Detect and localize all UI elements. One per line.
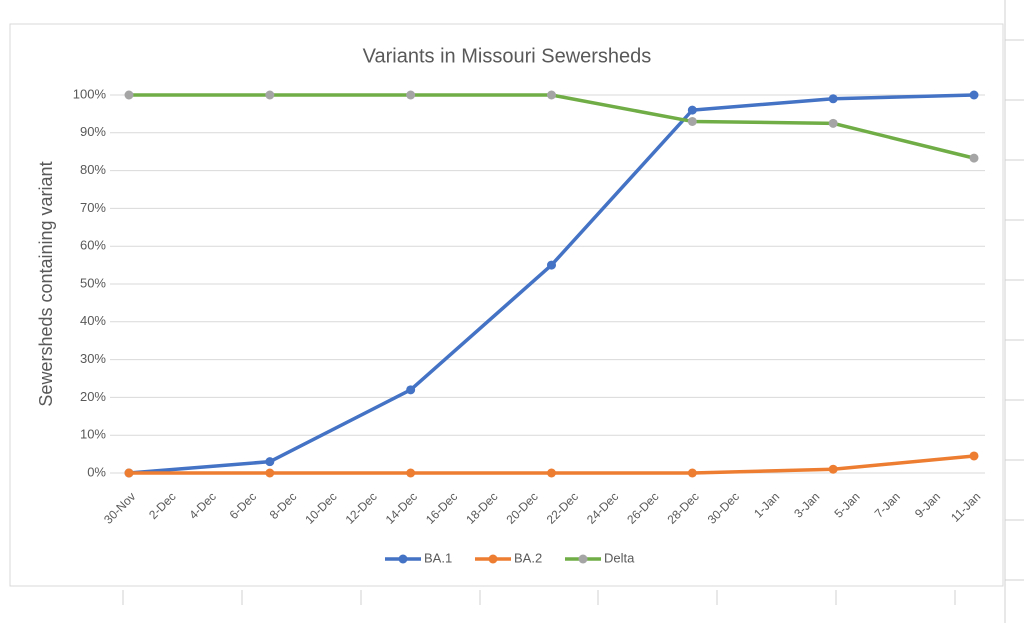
point (124, 468, 134, 478)
point (265, 468, 275, 478)
legend-marker (578, 554, 588, 564)
y-tick-label: 70% (80, 200, 106, 215)
point (969, 90, 979, 100)
y-tick-label: 60% (80, 238, 106, 253)
y-tick-label: 90% (80, 124, 106, 139)
legend-label: BA.1 (424, 550, 452, 565)
y-axis-label: Sewersheds containing variant (36, 161, 56, 406)
point (828, 464, 838, 474)
sheet-cells (122, 0, 1024, 623)
y-tick-label: 50% (80, 275, 106, 290)
point (687, 116, 697, 126)
point (828, 94, 838, 104)
point (547, 260, 556, 270)
y-tick-label: 10% (80, 427, 106, 442)
legend-label: BA.2 (514, 550, 542, 565)
point (265, 90, 275, 100)
legend-label: Delta (604, 550, 635, 565)
y-tick-label: 40% (80, 313, 106, 328)
y-tick-label: 0% (87, 464, 106, 479)
y-tick-label: 80% (80, 162, 106, 177)
point (969, 451, 979, 461)
point (124, 90, 134, 100)
point (828, 118, 838, 128)
y-tick-label: 30% (80, 351, 106, 366)
point (547, 90, 556, 100)
point (406, 468, 416, 478)
legend-marker (398, 554, 408, 564)
legend-marker (488, 554, 498, 564)
point (406, 385, 416, 395)
y-tick-label: 20% (80, 389, 106, 404)
point (969, 153, 979, 163)
y-tick-label: 100% (73, 86, 107, 101)
chart-title: Variants in Missouri Sewersheds (363, 45, 652, 67)
point (687, 105, 697, 115)
point (406, 90, 416, 100)
point (547, 468, 556, 478)
point (687, 468, 697, 478)
point (265, 457, 275, 467)
